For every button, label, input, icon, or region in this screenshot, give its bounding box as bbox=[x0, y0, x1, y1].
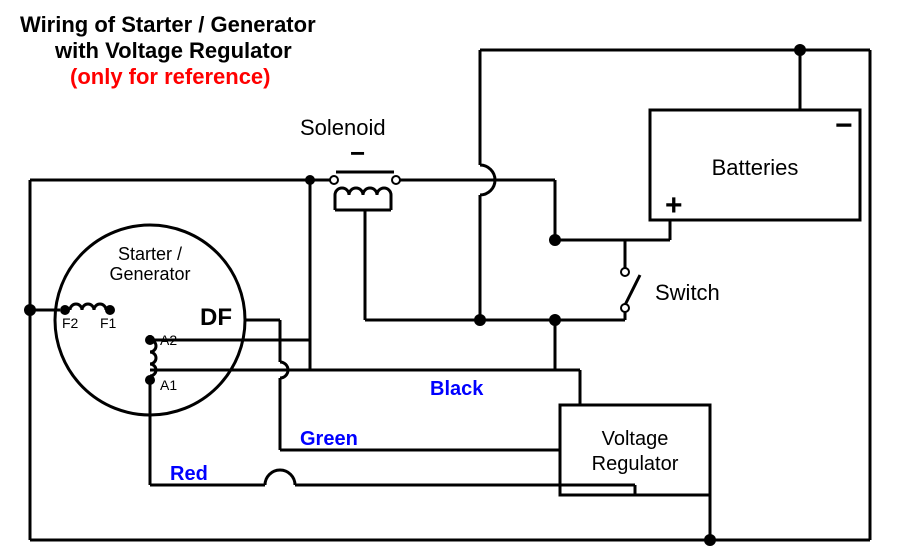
title-line2: with Voltage Regulator bbox=[54, 38, 292, 63]
node-sol-left bbox=[305, 175, 315, 185]
solenoid-coil bbox=[335, 188, 391, 195]
title-line1: Wiring of Starter / Generator bbox=[20, 12, 316, 37]
f1-dot bbox=[105, 305, 115, 315]
black-label: Black bbox=[430, 378, 484, 400]
switch-term-top bbox=[621, 268, 629, 276]
wiring-diagram: Wiring of Starter / Generator with Volta… bbox=[0, 0, 900, 560]
starter-label2: Generator bbox=[109, 264, 190, 284]
f2-label: F2 bbox=[62, 315, 79, 331]
node-f2-frame bbox=[24, 304, 36, 316]
a1-label: A1 bbox=[160, 377, 177, 393]
sol-contact-l bbox=[330, 176, 338, 184]
green-label: Green bbox=[300, 428, 358, 450]
voltage-regulator-box bbox=[560, 405, 710, 495]
switch-label: Switch bbox=[655, 280, 720, 305]
switch-term-bot bbox=[621, 304, 629, 312]
node-480-320 bbox=[474, 314, 486, 326]
solenoid-label: Solenoid bbox=[300, 115, 386, 140]
vr-label2: Regulator bbox=[592, 453, 679, 475]
batteries-label: Batteries bbox=[712, 155, 799, 180]
starter-label1: Starter / bbox=[118, 244, 182, 264]
batteries-plus: + bbox=[665, 189, 683, 222]
vr-label1: Voltage bbox=[602, 428, 669, 450]
batteries-minus: − bbox=[835, 109, 853, 142]
switch-blade bbox=[625, 275, 640, 305]
title-line3: (only for reference) bbox=[70, 64, 271, 89]
sol-contact-r bbox=[392, 176, 400, 184]
red-label: Red bbox=[170, 463, 208, 485]
f1-label: F1 bbox=[100, 315, 117, 331]
solenoid-minus: − bbox=[350, 138, 365, 168]
node-vr-gnd bbox=[704, 534, 716, 546]
hop-red bbox=[265, 470, 295, 485]
df-label: DF bbox=[200, 304, 232, 331]
